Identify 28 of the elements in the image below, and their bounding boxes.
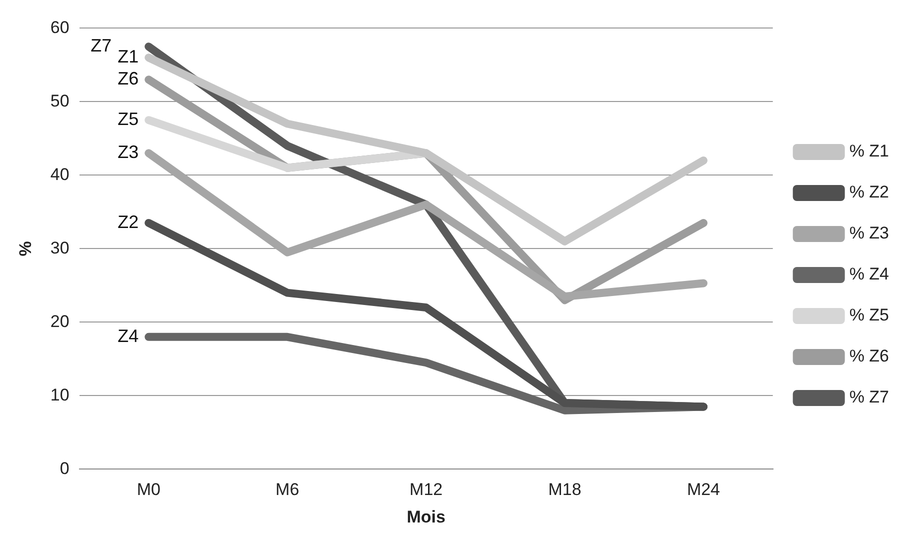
annotation: Z4 [118, 326, 139, 346]
x-tick-label: M18 [548, 480, 582, 500]
x-tick-label: M12 [410, 480, 443, 500]
legend-label: % Z6 [849, 346, 890, 366]
y-tick-label: 40 [50, 164, 70, 184]
y-tick-label: 20 [50, 312, 70, 331]
annotation: Z7 [90, 36, 112, 56]
annotation: Z2 [118, 212, 139, 232]
legend-label: % Z2 [849, 182, 890, 202]
x-tick-label: M6 [276, 480, 300, 500]
x-tick-label: M0 [136, 480, 160, 500]
y-tick-label: 10 [50, 385, 70, 404]
legend-label: % Z5 [849, 306, 890, 325]
x-tick-label: M24 [686, 480, 720, 500]
y-tick-label: 60 [50, 18, 70, 37]
y-tick-label: 50 [50, 91, 70, 110]
annotation: Z5 [118, 109, 139, 130]
x-axis-title: Mois [406, 507, 446, 526]
legend-label: % Z7 [849, 388, 890, 407]
legend-label: % Z3 [849, 224, 890, 243]
y-axis-title: % [16, 241, 35, 256]
y-tick-label: 30 [50, 238, 70, 258]
annotation: Z6 [118, 68, 139, 89]
y-tick-label: 0 [60, 458, 70, 478]
annotation: Z3 [118, 142, 139, 162]
legend-label: % Z1 [849, 142, 890, 161]
legend-label: % Z4 [849, 264, 890, 284]
annotation: Z1 [118, 46, 139, 67]
